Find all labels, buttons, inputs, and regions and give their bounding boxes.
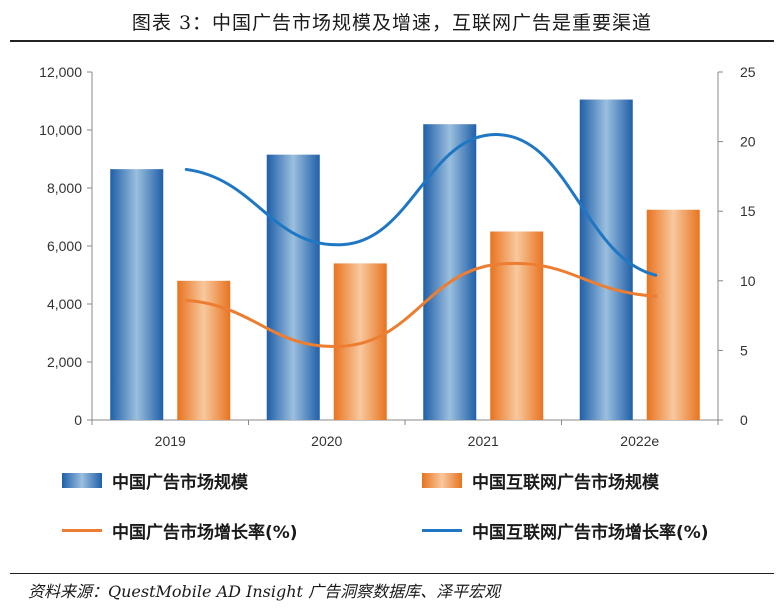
left-tick-label: 10,000 (39, 122, 82, 138)
bar-cn-ad-size (110, 169, 164, 420)
legend-swatch-blue-line (422, 529, 462, 532)
legend-swatch-orange-bar (422, 473, 462, 488)
bar-cn-internet-ad-size (490, 231, 544, 420)
bar-cn-internet-ad-size (646, 209, 700, 420)
legend-label: 中国广告市场增长率(%) (112, 523, 298, 543)
legend-item-cn-internet-ad-size: 中国互联网广告市场规模 (422, 468, 659, 493)
left-tick-label: 4,000 (47, 296, 82, 312)
line-cn-ad-growth (184, 261, 658, 348)
right-tick-label: 5 (740, 342, 748, 358)
left-tick-label: 8,000 (47, 180, 82, 196)
lines-group (184, 133, 658, 348)
legend-item-cn-internet-ad-growth: 中国互联网广告市场增长率(%) (422, 518, 709, 543)
right-tick-label: 15 (740, 203, 756, 219)
legend-item-cn-ad-growth: 中国广告市场增长率(%) (62, 518, 298, 543)
left-tick-label: 12,000 (39, 64, 82, 80)
legend-item-cn-ad-size: 中国广告市场规模 (62, 468, 248, 493)
left-tick-label: 2,000 (47, 354, 82, 370)
figure-title: 图表 3：中国广告市场规模及增速，互联网广告是重要渠道 (131, 12, 653, 34)
right-tick-label: 20 (740, 134, 756, 150)
source-note: 资料来源：QuestMobile AD Insight 广告洞察数据库、泽平宏观 (28, 582, 501, 601)
x-tick-label: 2020 (311, 433, 342, 449)
x-tick-label: 2019 (155, 433, 186, 449)
right-tick-label: 0 (740, 412, 748, 428)
top-rule (10, 40, 774, 42)
bar-cn-internet-ad-size (333, 263, 387, 420)
bar-cn-ad-size (266, 154, 320, 420)
left-tick-label: 0 (74, 412, 82, 428)
axes-group: 0 2,000 4,000 6,000 8,000 10,000 12,000 0 5 10 15 2… (39, 64, 756, 449)
legend-label: 中国互联网广告市场增长率(%) (472, 523, 709, 543)
legend-label: 中国互联网广告市场规模 (472, 473, 659, 493)
line-cn-internet-ad-growth (184, 133, 658, 277)
x-tick-label: 2022e (620, 433, 659, 449)
legend-swatch-blue-bar (62, 473, 102, 488)
chart-canvas: 0 2,000 4,000 6,000 8,000 10,000 12,000 0 5 10 15 2… (39, 64, 756, 449)
legend-label: 中国广告市场规模 (112, 473, 248, 493)
bars-group (110, 99, 700, 421)
left-tick-label: 6,000 (47, 238, 82, 254)
legend-swatch-orange-line (62, 529, 102, 532)
right-tick-label: 10 (740, 273, 756, 289)
x-tick-label: 2021 (468, 433, 499, 449)
bottom-rule (10, 573, 774, 574)
right-tick-label: 25 (740, 64, 756, 80)
